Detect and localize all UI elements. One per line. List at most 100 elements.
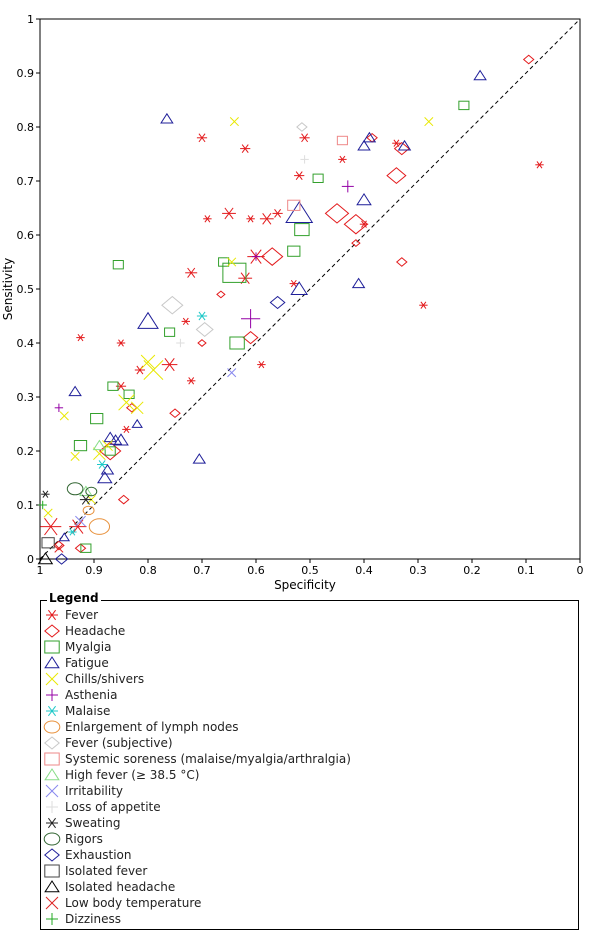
legend-item: Systemic soreness (malaise/myalgia/arthr… [43, 751, 351, 767]
data-point-myalgia [90, 413, 104, 425]
x-tick-label: 0 [577, 564, 584, 577]
legend-label: Loss of appetite [65, 800, 161, 814]
data-point-headache [216, 290, 226, 299]
data-point-fatigue [473, 69, 487, 81]
data-point-fatigue [351, 277, 366, 289]
legend-marker-icon [43, 720, 61, 734]
data-point-fever-subjective [161, 295, 184, 315]
legend-marker [45, 896, 59, 910]
legend-item: High fever (≥ 38.5 °C) [43, 767, 351, 783]
data-point-headache [386, 167, 407, 185]
data-point-myalgia [164, 327, 176, 337]
legend-marker-icon [44, 656, 60, 669]
data-point-asthenia [54, 403, 64, 412]
data-point-fever [185, 267, 198, 278]
legend-label: Malaise [65, 704, 111, 718]
data-point-myalgia [123, 389, 135, 400]
data-point-chills-shivers [118, 394, 135, 411]
legend-label: Rigors [65, 832, 103, 846]
data-point-myalgia [218, 257, 230, 267]
legend-marker [46, 689, 58, 701]
legend-label: Asthenia [65, 688, 118, 702]
chance-diagonal [39, 18, 581, 560]
data-point-fever-subjective [296, 122, 308, 132]
legend-marker [43, 832, 61, 846]
data-point-asthenia [241, 309, 261, 329]
y-tick-label: 0.8 [17, 121, 35, 134]
data-point-high-fever-38-5-c [79, 485, 93, 497]
y-tick-label: 0.5 [17, 283, 35, 296]
data-point-fever [294, 171, 305, 180]
legend-label: Isolated fever [65, 864, 148, 878]
data-point-fever [272, 209, 283, 218]
legend-item: Low body temperature [43, 895, 351, 911]
data-point-fever [76, 333, 85, 342]
data-point-myalgia [287, 245, 301, 257]
x-tick-label: 0.2 [463, 564, 481, 577]
data-point-headache [393, 141, 410, 156]
legend-item: Fever (subjective) [43, 735, 351, 751]
y-tick-label: 0.4 [17, 337, 35, 350]
x-tick-label: 0.9 [85, 564, 103, 577]
legend-marker [44, 864, 60, 878]
data-point-fever [203, 215, 212, 223]
data-point-fever [222, 207, 236, 220]
y-tick-label: 0.3 [17, 391, 35, 404]
data-point-malaise [97, 460, 108, 469]
data-point-fever [535, 161, 544, 169]
y-axis-ticks: 0 0.1 0.2 0.3 0.4 0.5 0.6 0.7 0.8 0.9 1 [17, 13, 40, 566]
x-tick-label: 0.4 [355, 564, 373, 577]
legend-label: Headache [65, 624, 126, 638]
legend-label: Fever (subjective) [65, 736, 173, 750]
data-point-high-fever-38-5-c [92, 439, 107, 451]
legend-marker-icon [44, 624, 60, 638]
data-point-exhaustion [54, 553, 69, 565]
legend-marker-icon [46, 913, 58, 925]
data-point-fever [257, 360, 266, 369]
data-point-irritability [227, 368, 237, 378]
data-point-sweating [79, 494, 92, 505]
data-point-fever [181, 317, 190, 326]
data-point-fever [122, 425, 131, 434]
legend-marker-icon [46, 817, 58, 829]
data-point-fever [246, 215, 255, 223]
legend-item: Dizziness [43, 911, 351, 927]
data-point-fatigue [58, 532, 71, 542]
legend-marker-icon [45, 672, 59, 686]
data-point-myalgia [80, 543, 92, 553]
data-point-fatigue [290, 281, 309, 296]
x-tick-label: 0.1 [517, 564, 535, 577]
data-point-myalgia [312, 173, 324, 184]
legend-marker [44, 752, 60, 766]
data-point-headache [260, 247, 284, 266]
data-point-headache [98, 441, 122, 461]
data-point-chills-shivers [140, 354, 156, 370]
data-point-systemic-soreness-malaise-myalgia-arthralgia [336, 135, 348, 146]
legend-marker-icon [44, 752, 60, 766]
legend-marker [43, 720, 61, 734]
x-tick-label: 0.7 [193, 564, 211, 577]
data-point-enlargement-of-lymph-nodes [82, 505, 95, 516]
data-point-chills-shivers [43, 508, 53, 518]
data-point-asthenia [251, 252, 261, 261]
legend-marker-icon [45, 784, 59, 798]
x-axis-ticks: 1 0.9 0.8 0.7 0.6 0.5 0.4 0.3 0.2 0.1 0 [37, 559, 584, 577]
legend-item: Rigors [43, 831, 351, 847]
legend-marker [44, 624, 60, 638]
data-markers [37, 54, 544, 565]
legend-label: Sweating [65, 816, 121, 830]
data-point-fever [289, 279, 298, 288]
legend-label: Low body temperature [65, 896, 202, 910]
legend-label: Chills/shivers [65, 672, 145, 686]
data-point-fever [196, 133, 208, 143]
data-point-fever [40, 517, 62, 536]
data-point-fatigue [362, 131, 377, 143]
data-point-chills-shivers [102, 440, 113, 452]
data-point-rigors [66, 482, 84, 496]
legend-list: Fever Headache Myalgia Fatigue Chills/shiver… [43, 607, 351, 927]
legend-marker-icon [46, 705, 58, 717]
data-point-headache [197, 339, 207, 347]
legend-label: Fever [65, 608, 99, 622]
legend-marker [46, 609, 58, 621]
data-point-fever [259, 212, 274, 225]
